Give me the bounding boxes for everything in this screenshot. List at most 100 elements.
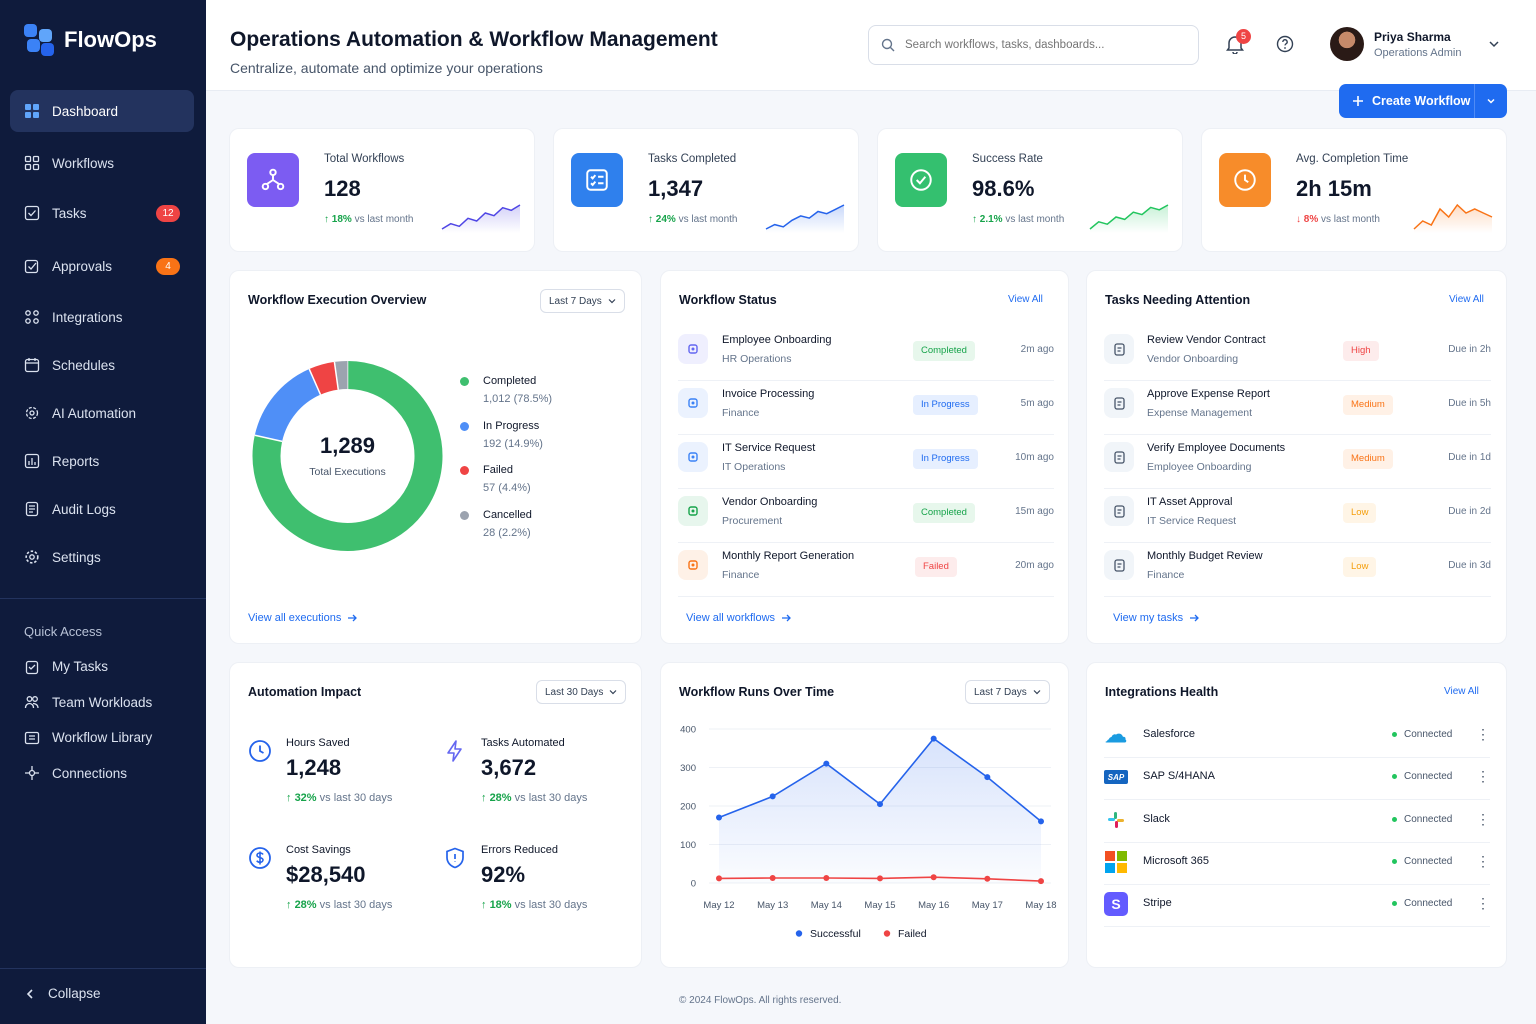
workflow-row[interactable]: Vendor Onboarding Procurement Completed 15m… [678,489,1054,543]
delta-value: 18% [331,214,352,225]
approval-icon [24,259,39,274]
more-options-icon[interactable]: ⋮ [1476,768,1490,785]
y-tick-label: 300 [680,763,696,774]
integration-row[interactable]: S Stripe Connected ⋮ [1104,885,1490,928]
avatar[interactable] [1330,27,1364,61]
task-row[interactable]: Verify Employee Documents Employee Onboar… [1104,435,1491,489]
create-workflow-main[interactable]: Create Workflow [1339,84,1475,118]
task-row[interactable]: Review Vendor Contract Vendor Onboarding H… [1104,327,1491,381]
view-all-link[interactable]: View All [1449,294,1484,305]
person-icon [1104,442,1134,472]
search-box[interactable] [868,25,1199,65]
legend-dot [460,466,469,475]
integration-row[interactable]: Slack Connected ⋮ [1104,801,1490,843]
sidebar-item-integrations[interactable]: Integrations [10,296,194,338]
view-all-executions-link[interactable]: View all executions [248,612,358,624]
create-workflow-dropdown[interactable] [1475,96,1507,106]
search-input[interactable] [905,39,1175,51]
delta-value: 28% [294,899,317,911]
help-icon[interactable] [1276,35,1294,53]
view-my-tasks-link[interactable]: View my tasks [1113,612,1200,624]
delta-text: vs last month [678,214,738,225]
workflow-row[interactable]: Employee Onboarding HR Operations Complete… [678,327,1054,381]
sidebar-item-schedules[interactable]: Schedules [10,344,194,386]
workflow-dept: Procurement [722,515,783,527]
kpi-value: 1,347 [648,176,704,201]
card-title: Workflow Execution Overview [248,293,427,307]
more-options-icon[interactable]: ⋮ [1476,895,1490,912]
sidebar-item-settings[interactable]: Settings [10,536,194,578]
more-options-icon[interactable]: ⋮ [1476,852,1490,869]
range-dropdown[interactable]: Last 7 Days [965,680,1050,704]
workflow-row[interactable]: Invoice Processing Finance In Progress 5m a… [678,381,1054,435]
sidebar-item-label: Dashboard [52,103,119,119]
report-icon [678,550,708,580]
data-point-failed [769,874,776,881]
sidebar-item-workflows[interactable]: Workflows [10,142,194,184]
collapse-button[interactable]: Collapse [24,986,101,1001]
plus-icon [1353,96,1363,106]
kpi-card-avg-completion-time[interactable]: Avg. Completion Time 2h 15m ↓ 8% vs last m… [1201,128,1507,252]
quick-access-workflow-library[interactable]: Workflow Library [10,720,194,755]
user-role: Operations Admin [1374,47,1462,59]
link-label: View all workflows [686,612,776,624]
task-name: Monthly Budget Review [1147,550,1263,562]
card-title: Workflow Status [679,293,777,307]
execution-donut-chart [252,361,443,551]
view-all-link[interactable]: View All [1008,294,1043,305]
delta-value: 28% [489,792,512,804]
task-context: Finance [1147,569,1185,581]
due-time: Due in 5h [1448,398,1491,409]
quick-access-team-workloads[interactable]: Team Workloads [10,685,194,720]
legend-dot [883,930,891,937]
workflow-status-card: Workflow Status View All Employee Onboar… [660,270,1069,644]
sidebar-item-reports[interactable]: Reports [10,440,194,482]
contract-icon [1104,334,1134,364]
updated-time: 15m ago [1015,506,1054,517]
shield-icon [446,847,464,869]
task-row[interactable]: Approve Expense Report Expense Management… [1104,381,1491,435]
y-tick-label: 200 [680,802,696,813]
kpi-label: Total Workflows [324,153,405,165]
integration-row[interactable]: Microsoft 365 Connected ⋮ [1104,843,1490,885]
kpi-card-total-workflows[interactable]: Total Workflows 128 ↑ 18% vs last month [229,128,535,252]
sidebar-item-dashboard[interactable]: Dashboard [10,90,194,132]
sidebar-item-tasks[interactable]: Tasks 12 [10,192,194,234]
sparkline [765,204,845,233]
kpi-card-success-rate[interactable]: Success Rate 98.6% ↑ 2.1% vs last month [877,128,1183,252]
invoice-icon [678,388,708,418]
task-row[interactable]: Monthly Budget Review Finance Low Due in 3d [1104,543,1491,597]
legend-value: 57 (4.4%) [483,482,531,494]
view-all-workflows-link[interactable]: View all workflows [686,612,791,624]
sparkline [441,204,521,233]
sidebar-item-audit-logs[interactable]: Audit Logs [10,488,194,530]
sidebar-item-approvals[interactable]: Approvals 4 [10,245,194,287]
workflow-row[interactable]: Monthly Report Generation Finance Failed 20… [678,543,1054,597]
chevron-down-icon[interactable] [1488,38,1500,50]
view-all-link[interactable]: View All [1444,686,1479,697]
workflow-dept: Finance [722,407,760,419]
logo[interactable]: FlowOps [24,24,157,56]
range-dropdown[interactable]: Last 30 Days [536,680,627,704]
quick-access-connections[interactable]: Connections [10,756,194,791]
integration-row[interactable]: ☁ Salesforce Connected ⋮ [1104,716,1490,758]
create-workflow-button[interactable]: Create Workflow [1339,84,1507,118]
due-time: Due in 2h [1448,344,1491,355]
sidebar-item-ai-automation[interactable]: AI Automation [10,392,194,434]
legend-value: 28 (2.2%) [483,526,531,539]
more-options-icon[interactable]: ⋮ [1476,810,1490,827]
updated-time: 5m ago [1020,398,1054,409]
workflow-row[interactable]: IT Service Request IT Operations In Progre… [678,435,1054,489]
more-options-icon[interactable]: ⋮ [1476,726,1490,742]
range-dropdown[interactable]: Last 7 Days [540,289,625,313]
chevron-down-icon [1487,98,1495,104]
legend-dot [460,421,469,431]
status-badge: Failed [915,557,957,577]
kpi-card-tasks-completed[interactable]: Tasks Completed 1,347 ↑ 24% vs last month [553,128,859,252]
integration-row[interactable]: SAP SAP S/4HANA Connected ⋮ [1104,758,1490,801]
x-tick-label: May 12 [703,900,734,911]
quick-access-my-tasks[interactable]: My Tasks [10,649,194,684]
task-row[interactable]: IT Asset Approval IT Service Request Low Du… [1104,489,1491,543]
sidebar-item-label: Audit Logs [52,501,116,517]
sidebar-item-label: Approvals [52,258,113,274]
